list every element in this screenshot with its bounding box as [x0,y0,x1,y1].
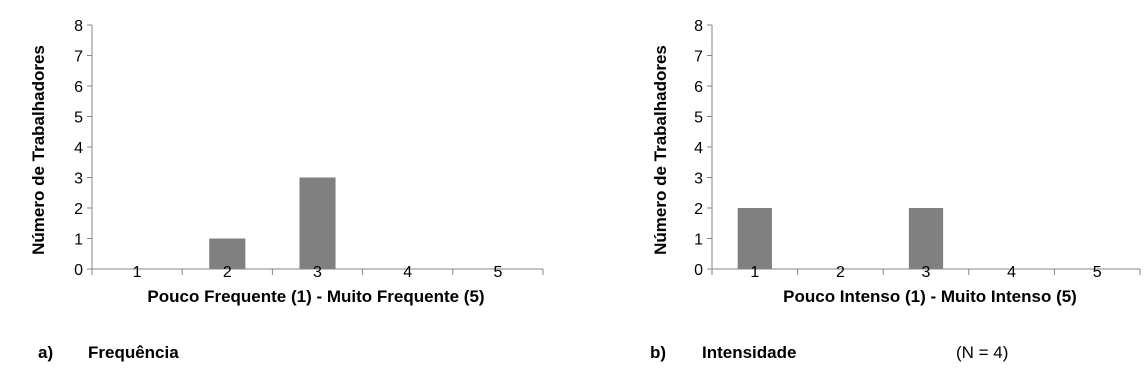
chart-a-caption-title: Frequência [88,343,179,362]
chart-b-x-tick-label: 4 [1007,264,1016,281]
chart-b-bar-3 [908,208,944,269]
chart-b-x-tick-label: 3 [922,264,931,281]
chart-a-x-tick-label: 3 [313,264,322,281]
chart-frequencia: 0 1 2 3 4 5 6 7 8 1 2 3 4 5 [74,18,544,281]
chart-a-x-tick-label: 4 [403,264,412,281]
chart-a-x-tick-label: 1 [133,264,142,281]
chart-a-bar-2 [209,238,246,269]
chart-a-x-tick-label: 2 [223,264,232,281]
chart-a-y-tick-label: 8 [74,18,83,35]
chart-b-y-tick-label: 5 [694,110,703,127]
chart-a-caption-letter: a) [38,343,53,362]
chart-a-y-tick-label: 3 [74,171,83,188]
chart-b-y-tick-label: 4 [694,140,703,157]
chart-b-y-tick-label: 0 [694,262,703,279]
chart-b-x-tick-label: 5 [1093,264,1102,281]
chart-b-y-tick-label: 7 [694,49,703,66]
chart-b-y-tick-label: 3 [694,171,703,188]
chart-b-y-tick-label: 8 [694,18,703,35]
chart-b-y-tick-label: 6 [694,79,703,96]
chart-a-ylabel: Número de Trabalhadores [29,45,48,255]
chart-b-ylabel: Número de Trabalhadores [651,45,670,255]
chart-b-x-tick-label: 1 [750,264,759,281]
chart-b-caption-note: (N = 4) [956,343,1008,362]
chart-b-x-tick-label: 2 [836,264,845,281]
chart-a-xlabel: Pouco Frequente (1) - Muito Frequente (5… [147,287,484,306]
chart-a-y-tick-label: 6 [74,79,83,96]
chart-a-y-tick-label: 5 [74,110,83,127]
chart-a-bar-3 [299,177,336,269]
chart-b-caption-letter: b) [650,343,666,362]
chart-intensidade: 0 1 2 3 4 5 6 7 8 1 2 3 4 5 [694,18,1141,281]
chart-b-xlabel: Pouco Intenso (1) - Muito Intenso (5) [783,287,1077,306]
chart-a-x-tick-label: 5 [493,264,502,281]
chart-b-y-tick-label: 2 [694,201,703,218]
chart-b-caption-title: Intensidade [702,343,796,362]
chart-a-y-tick-label: 4 [74,140,83,157]
chart-a-y-tick-label: 0 [74,262,83,279]
chart-b-bar-1 [737,208,772,269]
chart-a-y-tick-label: 7 [74,49,83,66]
chart-b-y-tick-label: 1 [694,232,703,249]
chart-a-y-tick-label: 2 [74,201,83,218]
chart-a-y-tick-label: 1 [74,232,83,249]
